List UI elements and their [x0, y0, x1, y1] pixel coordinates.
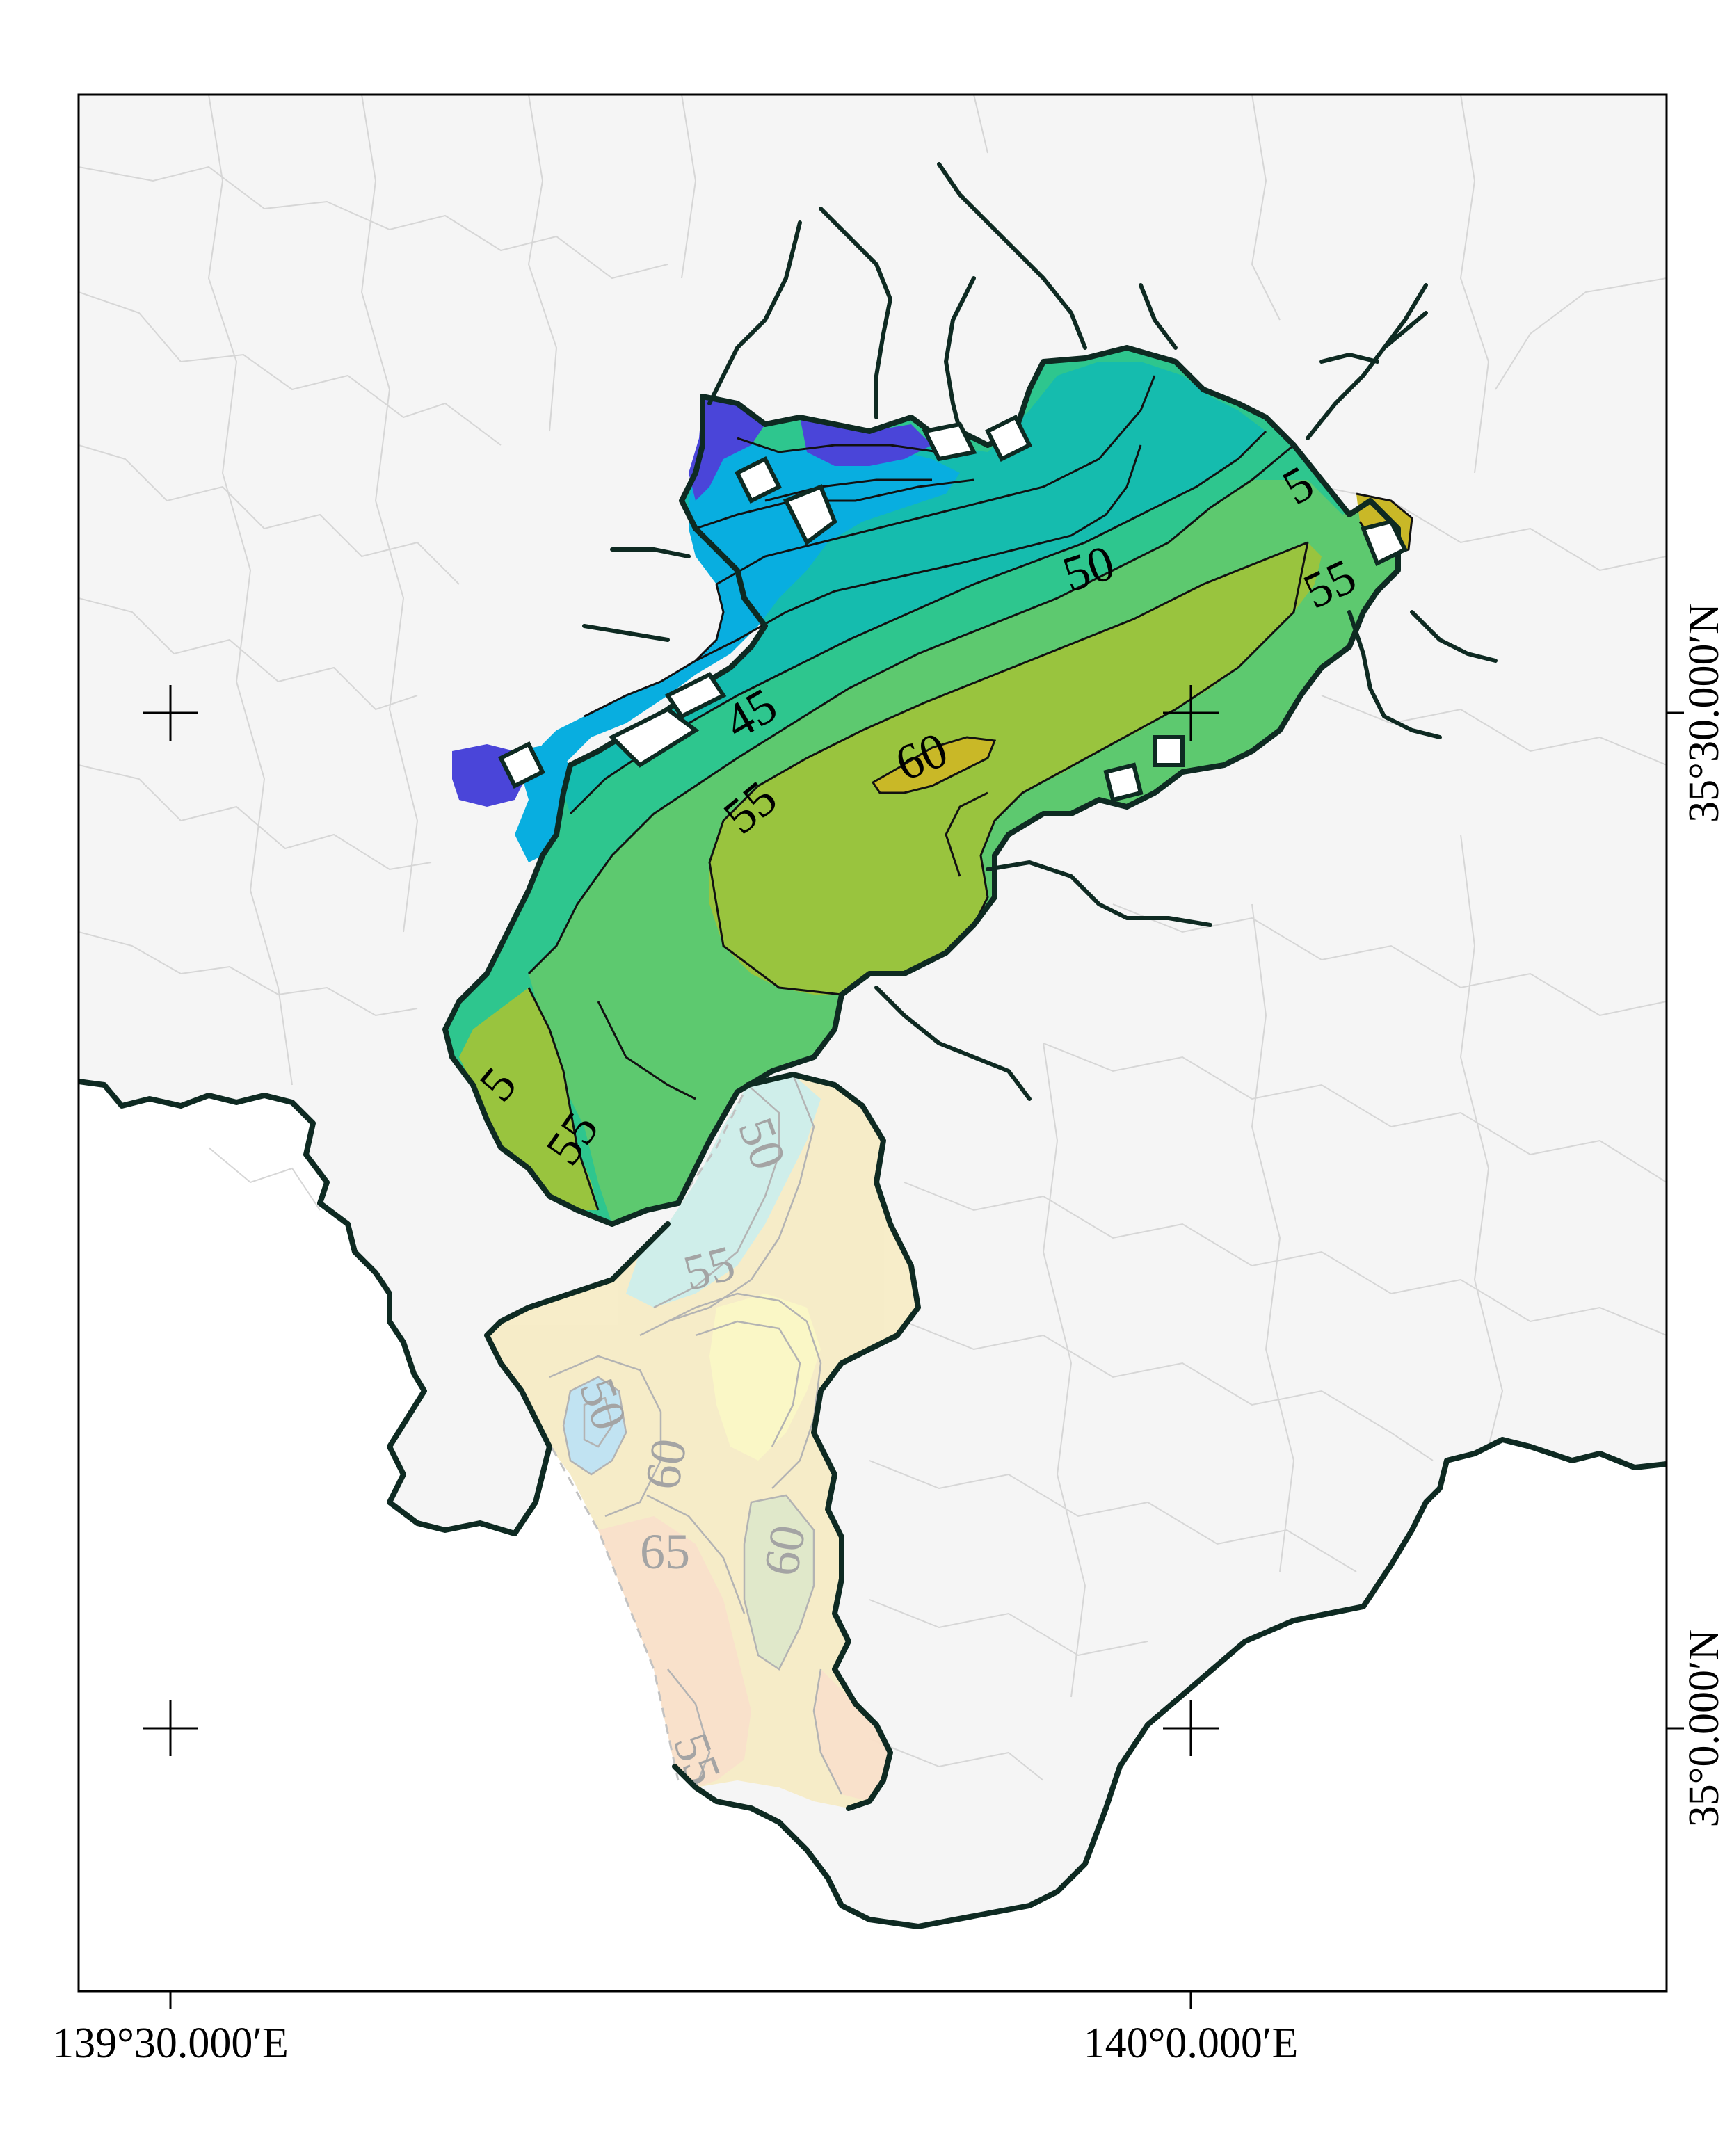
contour-band-58	[709, 542, 1322, 995]
graticule-cross-nw	[143, 685, 198, 741]
graticule-cross-ne	[1163, 685, 1219, 741]
graticule-cross-se	[1163, 1700, 1219, 1756]
faded-region-blue	[563, 1377, 626, 1474]
contour-band-40-east-harbour	[800, 417, 932, 466]
map-frame	[77, 93, 1668, 1993]
y-axis-label-2: 35°0.000′N	[1680, 1630, 1725, 1828]
faded-region-base	[487, 1075, 918, 1808]
faded-contour-field: 50 55 50 60 65 60 55	[487, 1074, 918, 1808]
faded-label-60-mid: 60	[634, 1435, 697, 1494]
faded-region-peach-east	[814, 1669, 890, 1801]
contour-band-60	[873, 737, 995, 793]
tokyo-bay-contour-field: 50 55 60 45 55 5 55 5	[445, 348, 1413, 1224]
faded-region-bright-yellow	[709, 1294, 821, 1461]
sagami-bay-water	[79, 1081, 1667, 1991]
faded-region-cyan	[626, 1075, 821, 1308]
faded-contour-lines	[549, 1074, 843, 1795]
graticule-crosses	[143, 685, 1219, 1756]
map-panel: 50 55 60 45 55 5 55 5	[79, 95, 1667, 1991]
faded-region-peach	[598, 1516, 751, 1787]
faded-region-green	[744, 1495, 814, 1669]
x-axis-label-2: 140°0.000′E	[1084, 2020, 1299, 2067]
y-axis-label-1: 35°30.000′N	[1680, 603, 1725, 823]
contour-band-40-north	[689, 396, 765, 501]
axis-ticks	[169, 711, 1684, 2009]
faded-dashed-boundary	[534, 1084, 749, 1781]
faded-label-60-right: 60	[753, 1521, 816, 1580]
graticule-cross-sw	[143, 1700, 198, 1756]
admin-borders	[79, 95, 1667, 1781]
contour-band-58-southwest	[459, 988, 598, 1210]
contour-band-45	[529, 438, 960, 786]
faded-label-65: 65	[640, 1524, 690, 1579]
harbor-fragments	[497, 414, 1409, 803]
x-axis-label-1: 139°30.000′E	[52, 2020, 289, 2067]
coastline	[79, 162, 1667, 1929]
